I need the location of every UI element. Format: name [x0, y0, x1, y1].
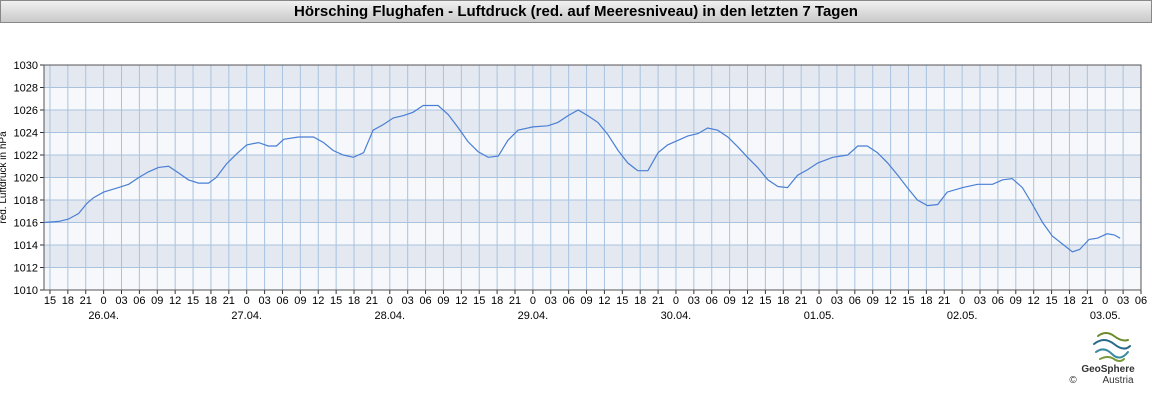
x-tick-label: 03: [831, 295, 843, 307]
y-tick-label: 1012: [14, 263, 38, 275]
x-tick-label: 12: [884, 295, 896, 307]
y-axis-label: red. Luftdruck in hPa: [0, 131, 9, 224]
x-tick-label: 18: [62, 295, 74, 307]
y-tick-label: 1026: [14, 105, 38, 117]
x-tick-label: 0: [101, 295, 107, 307]
y-tick-label: 1024: [14, 128, 38, 140]
x-tick-label: 21: [223, 295, 235, 307]
date-label: 26.04.: [88, 310, 119, 322]
x-tick-label: 0: [1102, 295, 1108, 307]
plot-border: [43, 64, 1142, 291]
x-tick-label: 12: [741, 295, 753, 307]
x-tick-label: 03: [1117, 295, 1129, 307]
x-tick-label: 03: [545, 295, 557, 307]
x-tick-label: 15: [187, 295, 199, 307]
band: [44, 110, 1141, 133]
y-tick-label: 1014: [14, 240, 38, 252]
x-tick-label: 21: [366, 295, 378, 307]
x-tick-label: 03: [402, 295, 414, 307]
x-tick-label: 21: [509, 295, 521, 307]
chart-title: Hörsching Flughafen - Luftdruck (red. au…: [294, 3, 858, 20]
x-tick-label: 06: [992, 295, 1004, 307]
y-tick-label: 1028: [14, 83, 38, 95]
x-tick-label: 09: [1010, 295, 1022, 307]
x-tick-label: 21: [80, 295, 92, 307]
x-tick-label: 18: [348, 295, 360, 307]
y-tick-label: 1018: [14, 195, 38, 207]
x-tick-label: 06: [133, 295, 145, 307]
x-tick-label: 0: [673, 295, 679, 307]
x-tick-label: 15: [759, 295, 771, 307]
x-tick-label: 12: [598, 295, 610, 307]
x-tick-label: 06: [563, 295, 575, 307]
x-tick-label: 12: [169, 295, 181, 307]
x-tick-label: 15: [330, 295, 342, 307]
x-tick-label: 21: [938, 295, 950, 307]
x-tick-label: 06: [849, 295, 861, 307]
x-tick-label: 12: [312, 295, 324, 307]
band: [44, 155, 1141, 178]
copyright: ©: [1069, 375, 1077, 386]
x-tick-label: 06: [276, 295, 288, 307]
x-tick-label: 12: [455, 295, 467, 307]
x-tick-label: 09: [867, 295, 879, 307]
x-tick-label: 09: [294, 295, 306, 307]
x-tick-label: 03: [258, 295, 270, 307]
x-tick-label: 0: [530, 295, 536, 307]
x-tick-label: 21: [1081, 295, 1093, 307]
logo: GeoSphere Austria ©: [1069, 332, 1135, 386]
x-tick-label: 03: [688, 295, 700, 307]
x-tick-label: 15: [1045, 295, 1057, 307]
x-tick-label: 06: [419, 295, 431, 307]
band: [44, 245, 1141, 268]
x-tick-label: 06: [1135, 295, 1147, 307]
y-tick-label: 1022: [14, 150, 38, 162]
x-tick-label: 15: [902, 295, 914, 307]
x-tick-label: 0: [816, 295, 822, 307]
x-tick-label: 18: [1063, 295, 1075, 307]
x-tick-label: 12: [1028, 295, 1040, 307]
date-label: 02.05.: [947, 310, 978, 322]
date-label: 30.04.: [661, 310, 692, 322]
data-line: [43, 104, 1121, 253]
x-tick-label: 0: [387, 295, 393, 307]
x-tick-label: 18: [777, 295, 789, 307]
x-tick-label: 18: [920, 295, 932, 307]
x-tick-label: 15: [616, 295, 628, 307]
band: [44, 200, 1141, 223]
date-label: 28.04.: [374, 310, 405, 322]
logo-name: GeoSphere: [1081, 364, 1135, 375]
y-tick-label: 1030: [14, 60, 38, 72]
x-tick-label: 09: [437, 295, 449, 307]
date-label: 01.05.: [804, 310, 835, 322]
date-label: 03.05.: [1090, 310, 1121, 322]
y-tick-label: 1020: [14, 173, 38, 185]
x-tick-label: 03: [115, 295, 127, 307]
x-tick-label: 0: [244, 295, 250, 307]
band: [44, 65, 1141, 88]
logo-sub: Austria: [1102, 375, 1134, 386]
x-tick-label: 03: [974, 295, 986, 307]
x-tick-label: 15: [473, 295, 485, 307]
x-tick-label: 18: [491, 295, 503, 307]
x-tick-label: 06: [706, 295, 718, 307]
x-tick-label: 09: [151, 295, 163, 307]
x-tick-label: 21: [652, 295, 664, 307]
x-tick-label: 09: [580, 295, 592, 307]
x-tick-label: 0: [959, 295, 965, 307]
x-tick-label: 18: [634, 295, 646, 307]
x-tick-label: 21: [795, 295, 807, 307]
y-tick-label: 1016: [14, 218, 38, 230]
y-tick-label: 1010: [14, 285, 38, 297]
x-tick-label: 09: [724, 295, 736, 307]
date-label: 27.04.: [231, 310, 262, 322]
date-label: 29.04.: [518, 310, 549, 322]
x-tick-label: 18: [205, 295, 217, 307]
x-tick-label: 15: [44, 295, 56, 307]
